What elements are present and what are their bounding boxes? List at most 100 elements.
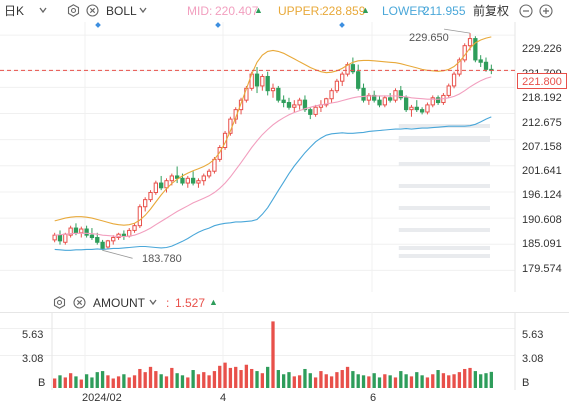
- high-annotation: 229.650: [409, 32, 449, 44]
- price-tick: 196.124: [522, 189, 562, 201]
- volume-bar: [356, 374, 360, 388]
- current-price-badge: 221.800: [517, 73, 567, 89]
- candle-body: [308, 109, 313, 115]
- volume-profile-band: [398, 138, 490, 142]
- volume-bar: [58, 375, 62, 388]
- candle-body: [52, 234, 57, 241]
- candle-body: [483, 61, 489, 70]
- chevron-down-icon[interactable]: [148, 297, 158, 307]
- candle-body: [116, 233, 121, 239]
- price-tick: 218.192: [522, 92, 562, 104]
- candle-body: [206, 170, 212, 177]
- period-label[interactable]: 日K: [4, 4, 25, 18]
- volume-bar: [489, 371, 493, 388]
- volume-bar: [170, 367, 174, 388]
- upper-up-arrow-icon: ▲: [361, 5, 370, 15]
- candle-body: [132, 225, 137, 231]
- volume-tick: 3.08: [522, 353, 544, 365]
- volume-bar: [457, 372, 462, 388]
- candle-body: [185, 177, 190, 184]
- volume-bar: [415, 372, 419, 388]
- candle-body: [79, 228, 84, 234]
- volume-bar: [122, 374, 126, 388]
- candle-body: [159, 182, 164, 189]
- volume-bar: [297, 375, 302, 388]
- indicator-toolbar: 日K BOLL MID: 220.407 ▲ UPPER: 228.859 ▲ …: [0, 0, 569, 22]
- volume-bar: [228, 367, 233, 388]
- candle-body: [435, 97, 441, 104]
- candle-body: [467, 38, 473, 47]
- price-tick: 229.226: [522, 43, 562, 55]
- volume-bar: [324, 374, 328, 388]
- volume-bar: [116, 376, 121, 388]
- candle-body: [260, 75, 265, 87]
- chevron-down-icon[interactable]: [138, 5, 148, 15]
- price-tick: 201.641: [522, 165, 562, 177]
- volume-bar: [308, 373, 312, 388]
- close-circle-icon[interactable]: [86, 4, 99, 17]
- volume-bar: [287, 372, 291, 388]
- volume-profile-band: [398, 124, 490, 128]
- volume-profile-band: [398, 254, 490, 258]
- candle-body: [217, 147, 222, 160]
- zoom-in-icon[interactable]: [539, 4, 553, 18]
- volume-bar: [303, 368, 307, 388]
- volume-bar: [164, 376, 169, 388]
- volume-bar: [260, 373, 265, 388]
- volume-tick: 3.08: [22, 353, 44, 365]
- candle-body: [302, 99, 308, 111]
- volume-bar: [244, 364, 249, 388]
- volume-tick: B: [522, 377, 530, 389]
- zoom-out-icon[interactable]: [519, 4, 533, 18]
- indicator-select[interactable]: BOLL: [106, 4, 137, 18]
- volume-indicator-select[interactable]: AMOUNT: [93, 296, 145, 310]
- candle-body: [164, 180, 169, 189]
- candle-body: [174, 175, 180, 179]
- candle-body: [270, 87, 276, 92]
- price-chart[interactable]: [0, 22, 569, 292]
- volume-bar: [196, 374, 201, 388]
- close-circle-icon[interactable]: [73, 296, 86, 309]
- adjust-select[interactable]: 前复权: [473, 4, 510, 18]
- volume-bar: [383, 374, 387, 388]
- volume-bar: [84, 374, 89, 388]
- price-tick: 212.675: [522, 117, 562, 129]
- chevron-down-icon[interactable]: [38, 5, 48, 15]
- volume-bar: [281, 374, 286, 388]
- candle-body: [127, 229, 132, 237]
- low-leader-line: [102, 249, 133, 259]
- volume-up-arrow-icon: ▲: [209, 297, 218, 307]
- candle-body: [265, 75, 270, 92]
- candle-body: [409, 106, 414, 111]
- candle-body: [478, 59, 483, 63]
- volume-tick: 5.63: [522, 329, 544, 341]
- candle-body: [398, 90, 403, 99]
- candle-body: [276, 87, 281, 101]
- volume-bar: [53, 378, 57, 388]
- volume-bar: [63, 377, 67, 388]
- volume-bar: [175, 373, 179, 388]
- candle-body: [446, 85, 451, 96]
- low-annotation: 183.780: [142, 253, 182, 265]
- volume-value: 1.527: [175, 296, 206, 310]
- upper-label: UPPER:: [278, 4, 323, 18]
- volume-bar: [202, 372, 206, 388]
- volume-bar: [329, 376, 334, 388]
- high-leader-line: [443, 28, 471, 34]
- gear-icon[interactable]: [53, 296, 66, 309]
- candle-body: [143, 199, 148, 208]
- candle-body: [201, 175, 206, 182]
- volume-bar: [319, 371, 323, 388]
- candle-body: [153, 182, 158, 194]
- volume-bar: [361, 375, 366, 388]
- volume-bar: [255, 371, 259, 388]
- volume-bar: [447, 375, 451, 388]
- event-marker: [215, 22, 221, 28]
- volume-tick: 5.63: [22, 329, 44, 341]
- volume-chart[interactable]: [0, 312, 569, 392]
- volume-bar: [106, 375, 110, 388]
- volume-bar: [127, 377, 131, 388]
- candle-body: [286, 102, 292, 108]
- volume-bar: [148, 366, 153, 388]
- gear-icon[interactable]: [67, 4, 80, 17]
